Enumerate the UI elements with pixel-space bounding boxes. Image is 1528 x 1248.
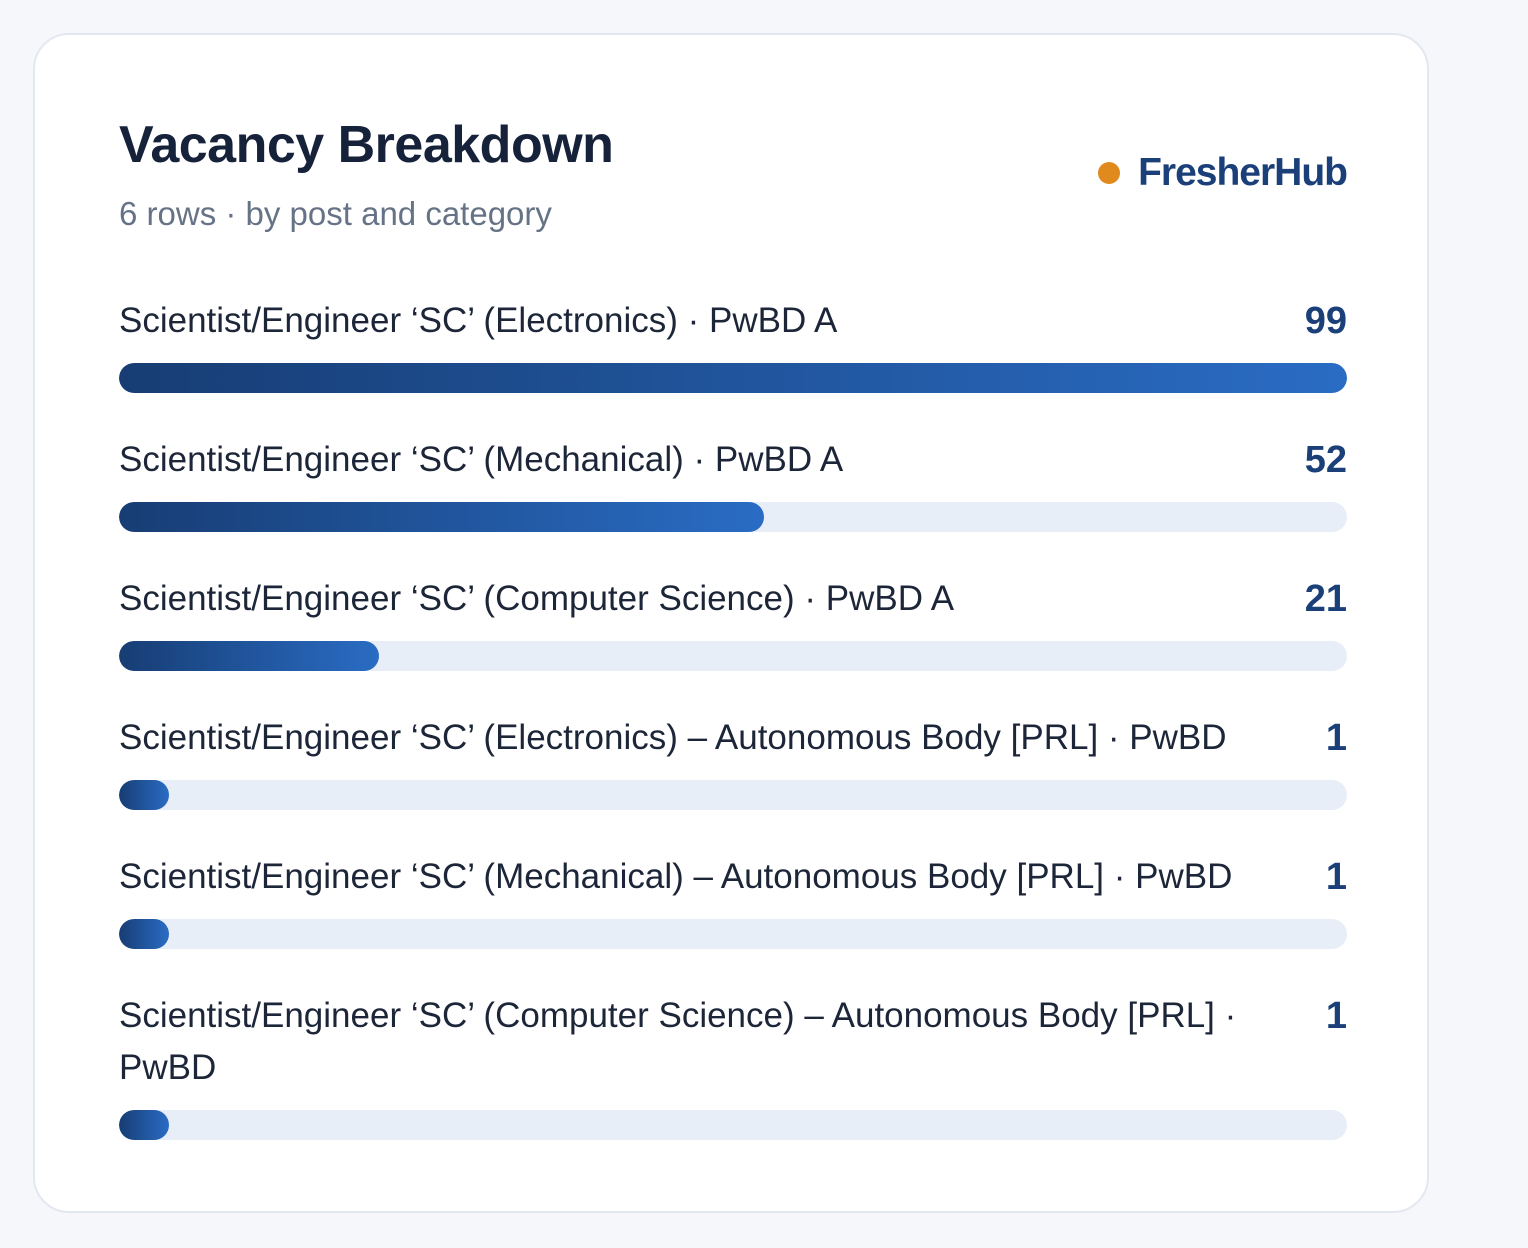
bar-value-label: 99	[1304, 300, 1347, 342]
bar-row: Scientist/Engineer ‘SC’ (Mechanical) – A…	[119, 851, 1347, 949]
card-title: Vacancy Breakdown	[119, 116, 614, 174]
bar-track	[119, 641, 1347, 671]
brand-logo: FresherHub	[1098, 151, 1348, 195]
bar-track	[119, 780, 1347, 810]
card-header: Vacancy Breakdown 6 rows · by post and c…	[119, 115, 1348, 245]
bar-track	[119, 502, 1347, 532]
bar-row: Scientist/Engineer ‘SC’ (Electronics) · …	[119, 295, 1347, 393]
bar-track	[119, 1110, 1347, 1140]
bar-label: Scientist/Engineer ‘SC’ (Electronics) – …	[119, 718, 1227, 757]
bar-row-header: Scientist/Engineer ‘SC’ (Electronics) · …	[119, 295, 1347, 347]
bar-fill	[119, 641, 380, 671]
bar-row-header: Scientist/Engineer ‘SC’ (Mechanical) · P…	[119, 434, 1347, 486]
bar-value-label: 21	[1304, 578, 1347, 620]
vacancy-breakdown-card: Vacancy Breakdown 6 rows · by post and c…	[33, 33, 1429, 1213]
bar-chart: Scientist/Engineer ‘SC’ (Electronics) · …	[119, 295, 1347, 1181]
bar-row-header: Scientist/Engineer ‘SC’ (Electronics) – …	[119, 712, 1347, 764]
brand-name: FresherHub	[1138, 151, 1348, 194]
bar-row: Scientist/Engineer ‘SC’ (Computer Scienc…	[119, 990, 1347, 1140]
card-subtitle: 6 rows · by post and category	[119, 195, 552, 232]
bar-row-header: Scientist/Engineer ‘SC’ (Computer Scienc…	[119, 990, 1347, 1094]
bar-track	[119, 919, 1347, 949]
bar-label: Scientist/Engineer ‘SC’ (Computer Scienc…	[119, 579, 955, 618]
bar-fill	[119, 919, 169, 949]
bar-row-header: Scientist/Engineer ‘SC’ (Mechanical) – A…	[119, 851, 1347, 903]
bar-value-label: 1	[1325, 856, 1347, 898]
bar-row-header: Scientist/Engineer ‘SC’ (Computer Scienc…	[119, 573, 1347, 625]
bar-row: Scientist/Engineer ‘SC’ (Computer Scienc…	[119, 573, 1347, 671]
bar-track	[119, 363, 1347, 393]
bar-fill	[119, 363, 1347, 393]
bar-fill	[119, 780, 169, 810]
bar-label: Scientist/Engineer ‘SC’ (Mechanical) · P…	[119, 440, 844, 479]
bar-row: Scientist/Engineer ‘SC’ (Electronics) – …	[119, 712, 1347, 810]
bar-row: Scientist/Engineer ‘SC’ (Mechanical) · P…	[119, 434, 1347, 532]
bar-fill	[119, 502, 764, 532]
bar-value-label: 52	[1304, 439, 1347, 481]
bar-value-label: 1	[1325, 717, 1347, 759]
bar-label: Scientist/Engineer ‘SC’ (Electronics) · …	[119, 301, 838, 340]
bar-value-label: 1	[1325, 995, 1347, 1037]
bar-label: Scientist/Engineer ‘SC’ (Mechanical) – A…	[119, 857, 1233, 896]
bar-label: Scientist/Engineer ‘SC’ (Computer Scienc…	[119, 996, 1237, 1087]
bar-fill	[119, 1110, 169, 1140]
brand-dot-icon	[1098, 162, 1121, 184]
